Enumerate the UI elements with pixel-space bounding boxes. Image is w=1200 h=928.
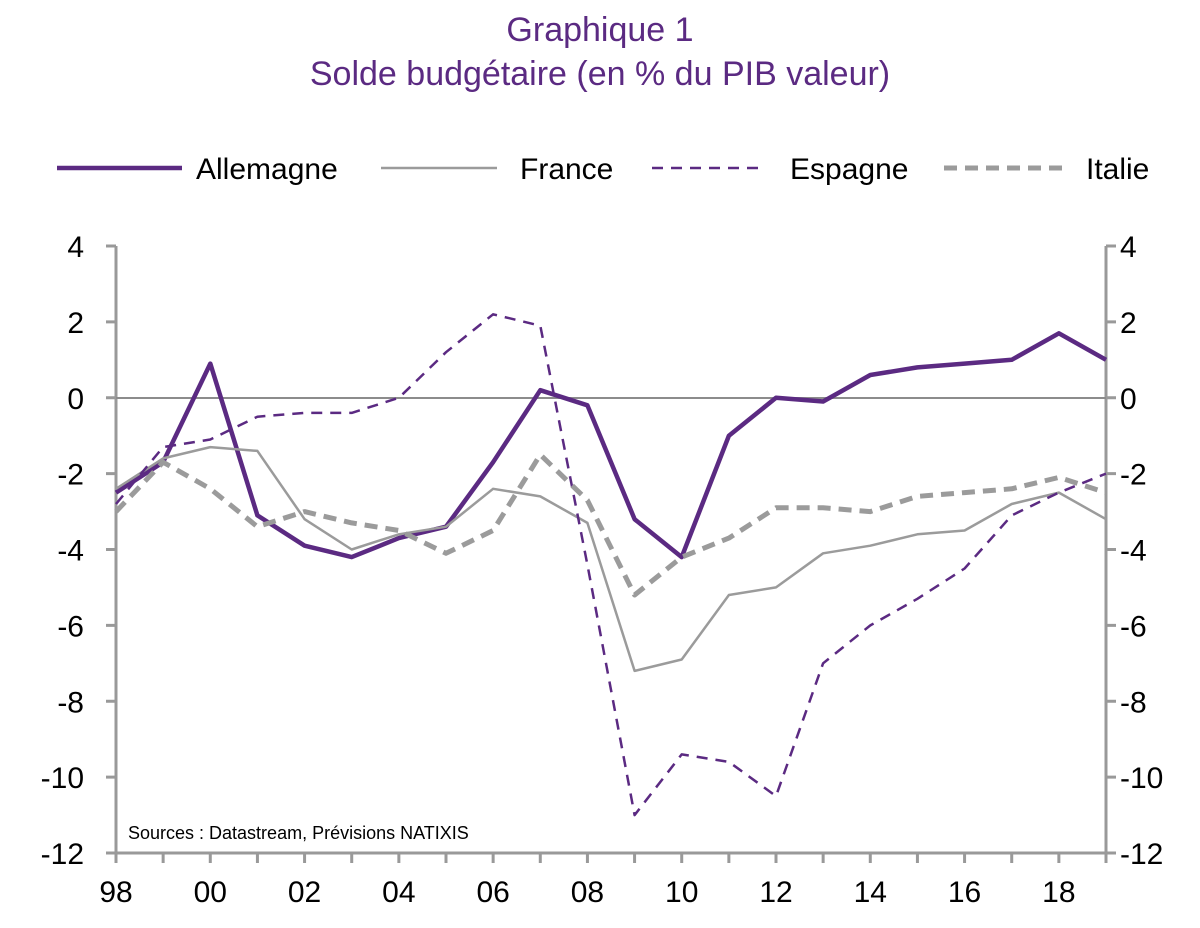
legend-label-allemagne: Allemagne xyxy=(196,153,338,186)
chart-subtitle: Solde budgétaire (en % du PIB valeur) xyxy=(309,55,891,93)
y-tick-label-left: -10 xyxy=(41,762,84,795)
y-tick-label-right: 2 xyxy=(1120,307,1137,340)
y-tick-label-right: -12 xyxy=(1120,838,1163,871)
y-tick-label-left: -8 xyxy=(57,686,84,719)
series-group xyxy=(114,313,1108,817)
y-tick-label-right: -8 xyxy=(1120,686,1147,719)
series-line-france xyxy=(115,445,1107,673)
y-tick-label-left: -12 xyxy=(41,838,84,871)
y-tick-label-right: -2 xyxy=(1120,459,1147,492)
x-tick-label: 02 xyxy=(288,876,321,909)
y-tick-label-right: 4 xyxy=(1120,231,1137,264)
source-note: Sources : Datastream, Prévisions NATIXIS xyxy=(128,823,469,843)
chart-title: Graphique 1 xyxy=(506,11,694,49)
y-tick-label-left: -2 xyxy=(57,459,84,492)
legend: Allemagne France Espagne Italie xyxy=(57,153,1149,186)
series-line-allemagne xyxy=(114,331,1108,560)
x-tick-label: 10 xyxy=(665,876,698,909)
y-tick-label-left: -4 xyxy=(57,535,84,568)
y-tick-label-left: 0 xyxy=(67,383,84,416)
y-tick-label-right: -10 xyxy=(1120,762,1163,795)
x-tick-label: 12 xyxy=(759,876,792,909)
series-line-espagne xyxy=(115,313,1107,817)
x-tick-label: 08 xyxy=(571,876,604,909)
x-tick-label: 14 xyxy=(854,876,887,909)
x-tick-label: 04 xyxy=(382,876,415,909)
x-tick-label: 06 xyxy=(476,876,509,909)
x-tick-label: 98 xyxy=(99,876,132,909)
x-tick-label: 00 xyxy=(194,876,227,909)
y-tick-label-right: -6 xyxy=(1120,610,1147,643)
y-tick-label-left: -6 xyxy=(57,610,84,643)
legend-label-italie: Italie xyxy=(1086,153,1149,186)
legend-label-france: France xyxy=(520,153,613,186)
legend-label-espagne: Espagne xyxy=(790,153,908,186)
x-tick-label: 16 xyxy=(948,876,981,909)
series-line-italie xyxy=(114,452,1107,598)
y-tick-label-right: -4 xyxy=(1120,535,1147,568)
y-tick-label-right: 0 xyxy=(1120,383,1137,416)
x-tick-label: 18 xyxy=(1042,876,1075,909)
y-tick-label-left: 4 xyxy=(67,231,84,264)
y-tick-label-left: 2 xyxy=(67,307,84,340)
